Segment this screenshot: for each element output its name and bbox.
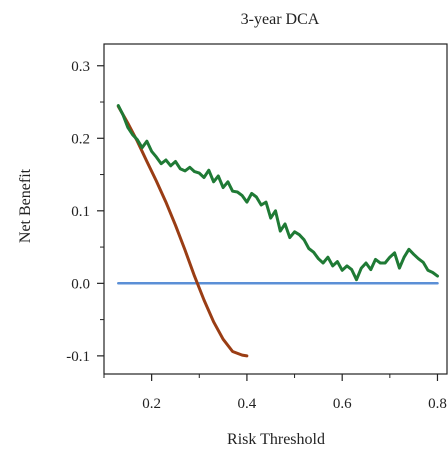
y-tick-label: 0.2	[71, 131, 90, 147]
x-tick-label: 0.6	[333, 396, 352, 412]
y-tick-label: -0.1	[66, 349, 90, 365]
x-tick-label: 0.8	[428, 396, 447, 412]
net-benefit-model-line	[116, 104, 439, 282]
plot-frame	[103, 43, 448, 375]
x-axis: 0.2 0.4 0.6 0.8	[103, 374, 447, 412]
x-tick-label: 0.4	[238, 396, 257, 412]
y-tick-label: 0.0	[71, 276, 90, 292]
net-benefit-treat-all-line	[116, 104, 249, 358]
y-axis-title: Net Benefit	[17, 168, 34, 243]
chart-title: 3-year DCA	[241, 11, 320, 28]
series-group	[116, 104, 439, 358]
y-tick-label: 0.1	[71, 204, 90, 220]
y-tick-label: 0.3	[71, 59, 90, 75]
x-axis-title: Risk Threshold	[227, 431, 325, 448]
y-axis: -0.1 0.0 0.1 0.2 0.3	[66, 59, 104, 365]
x-tick-label: 0.2	[142, 396, 161, 412]
